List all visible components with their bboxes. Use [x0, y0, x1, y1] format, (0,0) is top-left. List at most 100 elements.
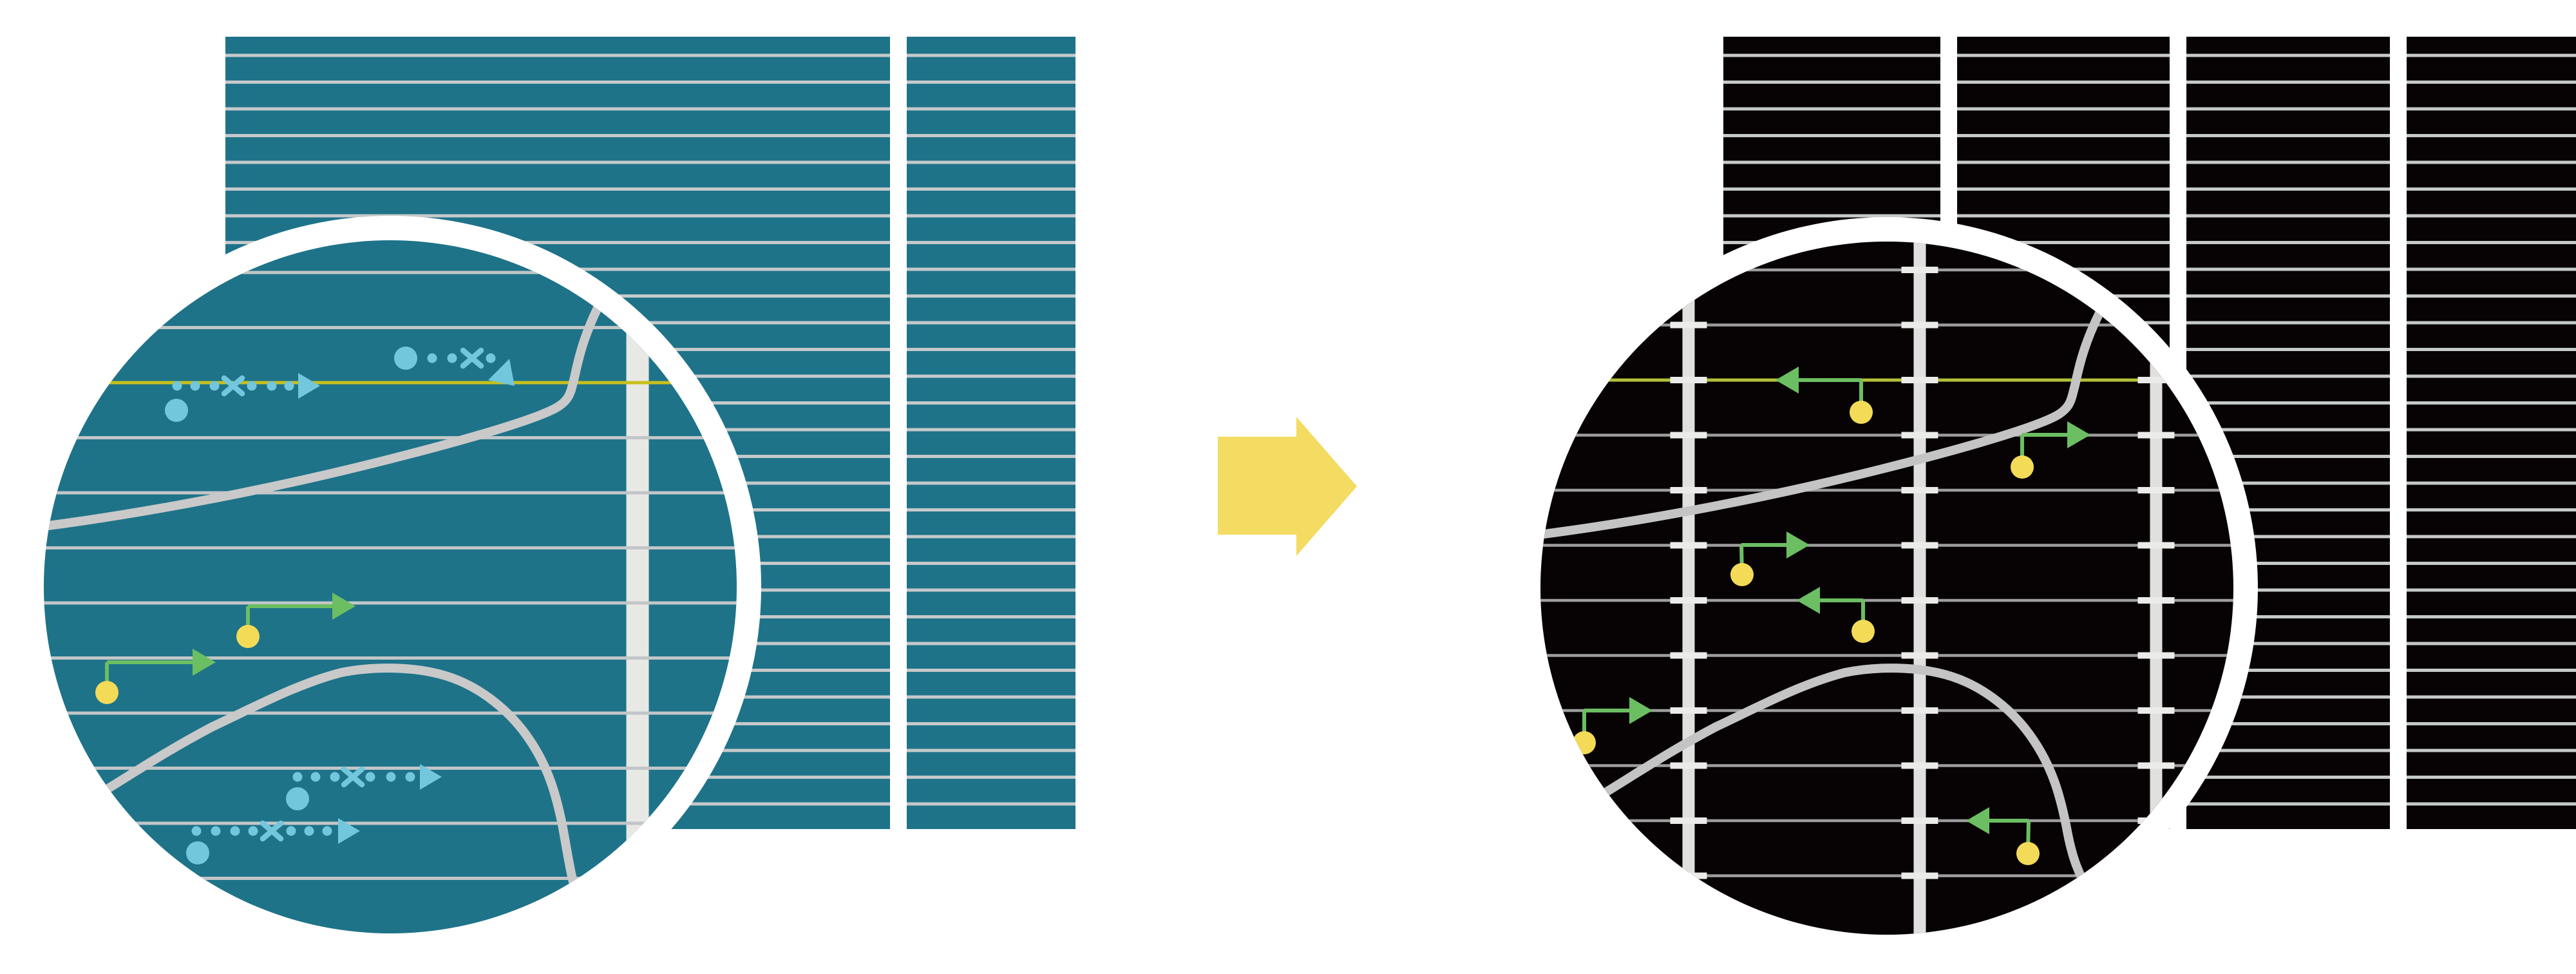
right-magnifier-busbar [1682, 242, 1695, 935]
right-panel-finger-line [2186, 160, 2390, 164]
right-panel-finger-line [1723, 107, 1940, 111]
right-magnifier-busbar-pad [1670, 817, 1707, 824]
right-magnifier-busbar-pad [1670, 652, 1707, 659]
defect-motion-arrow [95, 649, 216, 704]
right-magnifier-busbar-pad [1901, 762, 1938, 769]
right-panel-finger-line [1957, 134, 2170, 137]
right-panel-finger-line [1723, 134, 1940, 137]
right-panel-finger-line [2407, 481, 2576, 485]
dislocation-trail [286, 764, 442, 810]
right-panel-finger-line [2407, 134, 2576, 137]
right-panel-finger-line [2407, 160, 2576, 164]
pinning-x-icon [341, 766, 365, 788]
left-panel-finger-line [907, 53, 1075, 57]
left-panel-block-2 [907, 37, 1075, 829]
defect-motion-arrow [2011, 421, 2090, 479]
trail-dot [209, 381, 220, 391]
right-magnifier-finger-line [1540, 434, 2233, 437]
right-panel-finger-line [2186, 615, 2390, 618]
impurity-dot [95, 681, 118, 704]
left-panel-finger-line [225, 187, 890, 191]
right-panel-block-4 [2407, 37, 2576, 829]
left-panel-finger-line [907, 107, 1075, 111]
right-magnifier-busbar-pad [1670, 542, 1707, 549]
right-panel-finger-line [2407, 642, 2576, 645]
right-panel-finger-line [2407, 562, 2576, 565]
trail-dot [330, 772, 340, 782]
right-magnifier-busbar-pad [1901, 432, 1938, 439]
left-magnifier-finger-line [44, 711, 737, 715]
right-panel-finger-line [2186, 187, 2390, 191]
impurity-dot [2016, 842, 2040, 865]
left-panel-finger-line [907, 294, 1075, 298]
right-panel-finger-line [2186, 508, 2390, 511]
right-magnifier-busbar-pad [2137, 707, 2175, 714]
dislocation-trail [394, 347, 515, 386]
left-panel-finger-line [907, 455, 1075, 458]
right-panel-finger-line [1723, 53, 1940, 57]
left-panel-finger-line [907, 401, 1075, 405]
right-panel-finger-line [1957, 214, 2170, 218]
right-panel-finger-line [2186, 749, 2390, 752]
right-panel-finger-line [2186, 642, 2390, 645]
right-panel-finger-line [1957, 81, 2170, 84]
right-panel-finger-line [2186, 535, 2390, 539]
green-arrowhead-icon [1797, 587, 1820, 614]
trail-dot [304, 826, 314, 836]
left-panel-finger-line [907, 615, 1075, 618]
impurity-dot [1850, 401, 1873, 424]
right-panel-finger-line [1723, 214, 1940, 218]
right-panel-finger-line [2407, 802, 2576, 806]
right-panel-finger-line [1957, 160, 2170, 164]
trail-dot [286, 826, 296, 836]
right-panel-finger-line [1957, 53, 2170, 57]
right-magnifier-busbar-pad [1901, 707, 1938, 714]
right-panel-finger-line [2407, 187, 2576, 191]
green-arrowhead-icon [1966, 807, 1989, 834]
left-magnifier-finger-line [44, 656, 737, 660]
right-magnifier-busbar-pad [1670, 707, 1707, 714]
transform-arrow-icon [1218, 417, 1357, 556]
green-arrowhead-icon [2067, 421, 2090, 448]
impurity-dot [1730, 563, 1754, 586]
defect-motion-arrow [236, 593, 355, 648]
left-panel-finger-line [225, 134, 890, 137]
right-magnifier-busbar-pad [2137, 542, 2175, 549]
right-panel-finger-line [2407, 348, 2576, 351]
left-panel-finger-line [225, 81, 890, 84]
defect-motion-arrow [1797, 587, 1875, 643]
green-arrowhead-icon [1776, 367, 1799, 394]
trail-dot [190, 381, 200, 391]
left-magnifier-background [44, 240, 737, 933]
left-panel-finger-line [907, 428, 1075, 432]
left-panel-finger-line [907, 321, 1075, 325]
trail-dot [172, 381, 182, 391]
right-magnifier-finger-line [1540, 764, 2233, 767]
right-magnifier-busbar-pad [1670, 487, 1707, 493]
right-panel-finger-line [2186, 588, 2390, 592]
trail-dot [191, 826, 202, 836]
right-panel-finger-line [2407, 401, 2576, 405]
left-panel-finger-line [225, 214, 890, 218]
left-magnifier-content [44, 240, 737, 933]
right-panel-finger-line [2186, 695, 2390, 699]
left-magnifier-highlighted-slip-line [44, 381, 737, 385]
right-magnifier-finger-line [1540, 488, 2233, 492]
left-panel-finger-line [907, 81, 1075, 84]
impurity-dot [236, 625, 260, 648]
grain-boundary-curve [1540, 309, 2104, 539]
dislocation-trail [186, 818, 360, 864]
trail-dot [322, 826, 332, 836]
green-arrowhead-icon [1786, 531, 1810, 559]
right-magnifier-busbar-pad [1901, 652, 1938, 659]
trail-dot [230, 826, 240, 836]
right-magnifier-busbar-pad [1901, 267, 1938, 273]
trail-dot [365, 772, 375, 782]
right-panel-finger-line [2407, 669, 2576, 672]
right-panel-finger-line [2186, 481, 2390, 485]
right-panel-finger-line [2407, 107, 2576, 111]
trail-dot [211, 826, 221, 836]
right-panel-finger-line [2186, 428, 2390, 432]
